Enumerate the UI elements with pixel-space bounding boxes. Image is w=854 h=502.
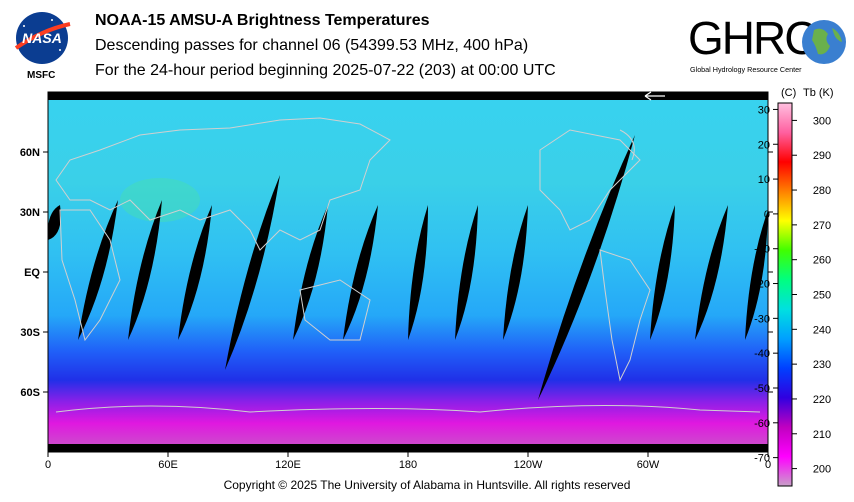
swath-gap xyxy=(408,205,428,340)
swath-gap xyxy=(225,175,280,370)
swath-gap xyxy=(455,205,478,340)
x-tick-label: 180 xyxy=(399,459,417,471)
colorbar-kelvin-label: 200 xyxy=(813,464,831,476)
colorbar-kelvin-label: 280 xyxy=(813,185,831,197)
ghrc-full-name: Global Hydrology Resource Center xyxy=(690,65,802,74)
antarctica-coast xyxy=(55,404,761,413)
nasa-logo-disc xyxy=(16,12,68,64)
x-axis: 0 60E 120E 180 120W 60W 0 xyxy=(45,452,771,471)
colorbar-celsius-label: -60 xyxy=(754,418,770,430)
colorbar-header-kelvin: Tb (K) xyxy=(803,87,834,99)
colorbar-celsius-label: -20 xyxy=(754,279,770,291)
x-tick-label: 0 xyxy=(765,459,771,471)
x-tick-label: 60E xyxy=(158,459,178,471)
swath-gaps xyxy=(48,135,768,400)
colorbar-celsius-label: -40 xyxy=(754,348,770,360)
polar-gap-south xyxy=(48,444,768,452)
colorbar-celsius-label: 20 xyxy=(758,139,770,151)
australia-coast xyxy=(299,279,371,341)
swath-gap xyxy=(650,205,675,340)
swath-gap xyxy=(128,200,162,340)
x-tick-label: 120E xyxy=(275,459,301,471)
swath-gap xyxy=(178,205,212,340)
colorbar-header-celsius: (C) xyxy=(781,87,796,99)
swath-gap xyxy=(538,135,635,400)
colorbar-celsius-label: -70 xyxy=(754,453,770,465)
warm-patch xyxy=(120,178,200,222)
period-label: For the 24-hour period beginning 2025-07… xyxy=(95,62,556,79)
colorbar-celsius-label: 10 xyxy=(758,174,770,186)
colorbar-kelvin-label: 290 xyxy=(813,150,831,162)
copyright: Copyright © 2025 The University of Alaba… xyxy=(223,478,631,492)
x-tick-label: 60W xyxy=(637,459,660,471)
swath-gap xyxy=(343,205,378,340)
swath-gap xyxy=(78,200,118,340)
swath-gap xyxy=(745,210,768,340)
colorbar-kelvin-label: 210 xyxy=(813,429,831,441)
eurasia-coast xyxy=(55,117,391,251)
nasa-logo: NASA xyxy=(14,12,71,64)
north-america-coast xyxy=(539,129,641,231)
swath-gap xyxy=(503,205,528,340)
colorbar-kelvin-label: 260 xyxy=(813,255,831,267)
colorbar-celsius-label: -30 xyxy=(754,313,770,325)
south-america-coast xyxy=(599,249,651,382)
chart-title: NOAA-15 AMSU-A Brightness Temperatures xyxy=(95,12,430,29)
swath-gap xyxy=(695,205,728,340)
chart-subtitle: Descending passes for channel 06 (54399.… xyxy=(95,37,529,54)
colorbar-ticks: 300 290 280 270 260 250 240 230 220 210 200 30 20 10 0… xyxy=(754,104,831,475)
swath-gap xyxy=(293,205,328,340)
temperature-field xyxy=(48,92,768,452)
colorbar-kelvin-label: 240 xyxy=(813,324,831,336)
nasa-center-label: MSFC xyxy=(27,70,56,81)
nasa-logo-vector xyxy=(14,22,71,50)
coastlines xyxy=(55,117,761,413)
colorbar-kelvin-label: 250 xyxy=(813,290,831,302)
colorbar-kelvin-label: 230 xyxy=(813,359,831,371)
x-tick-label: 120W xyxy=(514,459,543,471)
swath-gap xyxy=(48,205,61,240)
colorbar-kelvin-label: 220 xyxy=(813,394,831,406)
colorbar-celsius-label: 0 xyxy=(764,209,770,221)
arrow-left-icon xyxy=(644,91,665,101)
y-axis: 60N 30N EQ 30S 60S xyxy=(20,147,773,399)
ghrc-logo: GHRC Global Hydrology Resource Center xyxy=(688,12,846,74)
polar-gap-north xyxy=(48,92,768,100)
y-tick-label: EQ xyxy=(24,267,40,279)
colorbar-celsius-label: 30 xyxy=(758,104,770,116)
y-tick-label: 60N xyxy=(20,147,40,159)
colorbar xyxy=(777,102,793,487)
greenland-coast xyxy=(619,129,635,161)
colorbar-celsius-label: -50 xyxy=(754,383,770,395)
nasa-logo-text: NASA xyxy=(22,30,62,46)
y-tick-label: 30S xyxy=(20,327,40,339)
x-tick-label: 0 xyxy=(45,459,51,471)
colorbar-kelvin-label: 300 xyxy=(813,115,831,127)
ghrc-logo-text: GHRC xyxy=(688,12,816,64)
y-tick-label: 60S xyxy=(20,387,40,399)
africa-coast xyxy=(59,209,121,342)
colorbar-kelvin-label: 270 xyxy=(813,220,831,232)
colorbar-celsius-label: -10 xyxy=(754,244,770,256)
y-tick-label: 30N xyxy=(20,207,40,219)
